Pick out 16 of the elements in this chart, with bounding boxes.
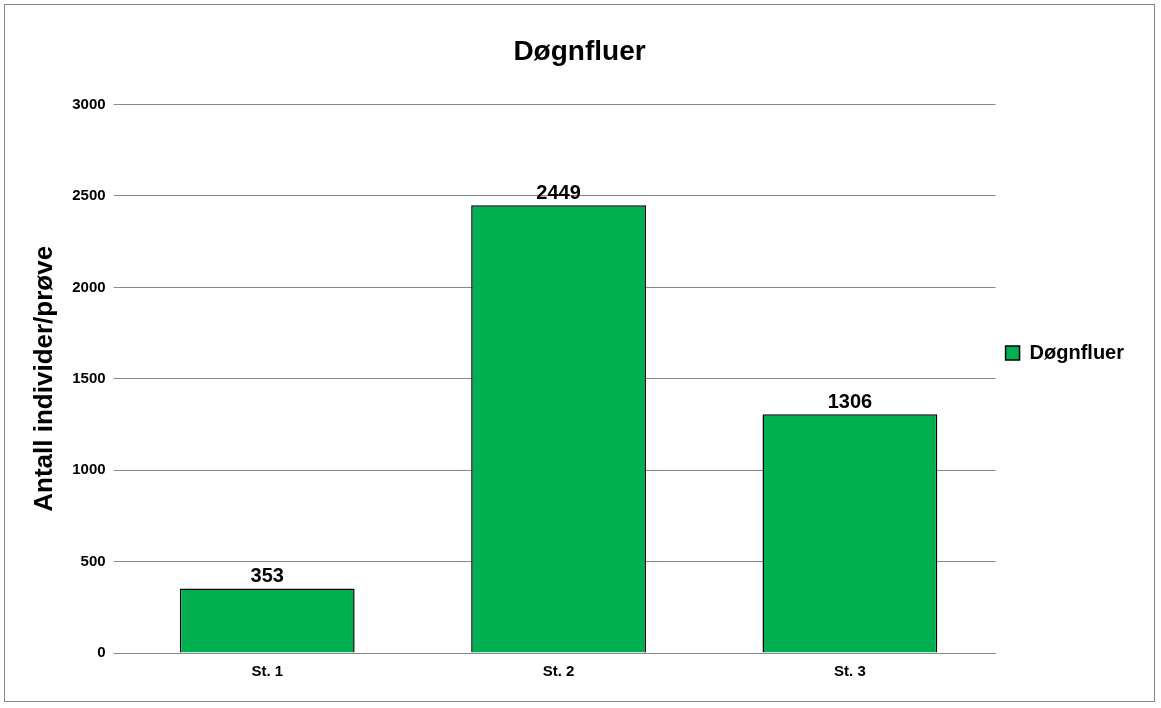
y-tick-label: 3000	[72, 94, 106, 112]
y-tick-label: 500	[80, 551, 106, 569]
y-axis-title: Antall individer/prøve	[27, 245, 58, 512]
x-tick-label: St. 2	[542, 662, 575, 680]
y-tick-label: 2000	[72, 277, 106, 295]
y-tick-label: 1000	[72, 460, 106, 478]
data-label: 353	[250, 563, 284, 586]
legend-label: Døgnfluer	[1029, 340, 1125, 363]
x-tick-label: St. 3	[834, 662, 866, 680]
data-label: 2449	[536, 180, 581, 203]
y-tick-label: 0	[97, 643, 106, 661]
chart-title: Døgnfluer	[513, 34, 646, 66]
data-label: 1306	[827, 389, 873, 412]
x-tick-label: St. 1	[251, 662, 284, 680]
y-tick-label: 1500	[72, 368, 106, 386]
y-tick-label: 2500	[72, 186, 106, 204]
